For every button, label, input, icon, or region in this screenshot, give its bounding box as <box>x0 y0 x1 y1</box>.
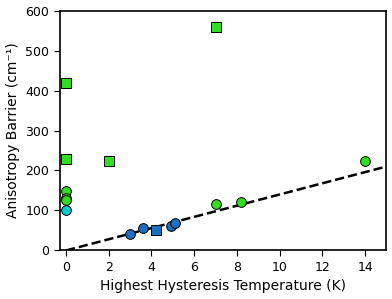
Y-axis label: Anisotropy Barrier (cm⁻¹): Anisotropy Barrier (cm⁻¹) <box>5 43 20 218</box>
X-axis label: Highest Hysteresis Temperature (K): Highest Hysteresis Temperature (K) <box>100 280 346 293</box>
